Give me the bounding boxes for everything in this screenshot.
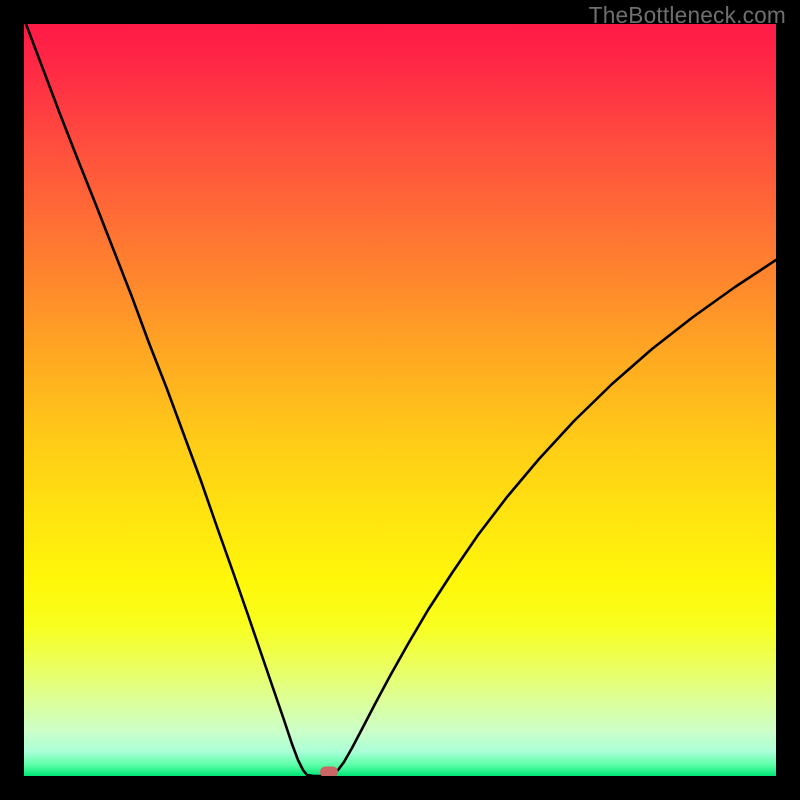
bottleneck-chart — [0, 0, 800, 800]
chart-frame: TheBottleneck.com — [0, 0, 800, 800]
gradient-background — [24, 24, 776, 776]
watermark-text: TheBottleneck.com — [589, 2, 786, 29]
optimal-marker — [320, 767, 338, 778]
